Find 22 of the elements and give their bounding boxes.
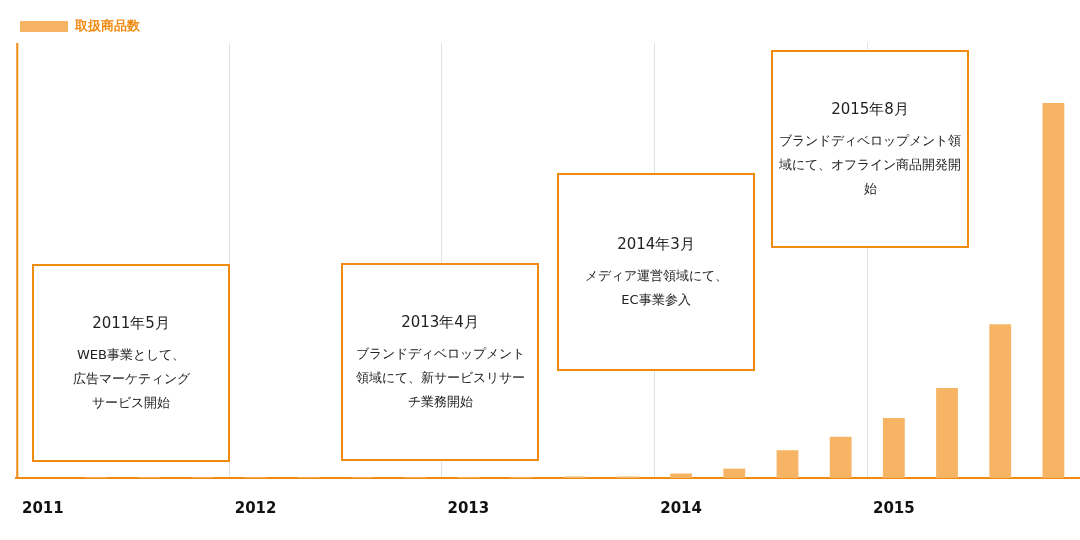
legend-label: 取扱商品数 — [73, 17, 141, 33]
annotation: 2015年8月 — [831, 99, 909, 120]
annotation: ブランドディベロップメント領域にて、オフライン商品開発開始 — [779, 132, 961, 198]
x-tick-label: 2013 — [447, 498, 490, 517]
x-tick-label: 2011 — [22, 498, 64, 517]
annotation: 2011年5月 — [92, 313, 170, 334]
x-tick-label: 2015 — [872, 498, 915, 517]
annotation: 2014年3月 — [617, 234, 695, 255]
bar — [829, 436, 852, 478]
bar — [936, 388, 958, 478]
bar — [776, 450, 799, 478]
x-tick-label: 2012 — [234, 498, 277, 517]
bar — [1042, 103, 1065, 478]
bar — [670, 473, 693, 478]
bar — [989, 324, 1012, 478]
bar — [723, 468, 746, 478]
annotation: 2013年4月 — [401, 312, 479, 333]
x-tick-label: 2014 — [660, 498, 702, 517]
bar — [882, 418, 905, 478]
annotation: WEB事業として、広告マーケティングサービス開始 — [71, 346, 191, 412]
annotation: ブランドディベロップメント領域にて、新サービスリサーチ業務開始 — [354, 345, 526, 411]
annotation: メディア運営領域にて、EC事業参入 — [583, 267, 729, 309]
